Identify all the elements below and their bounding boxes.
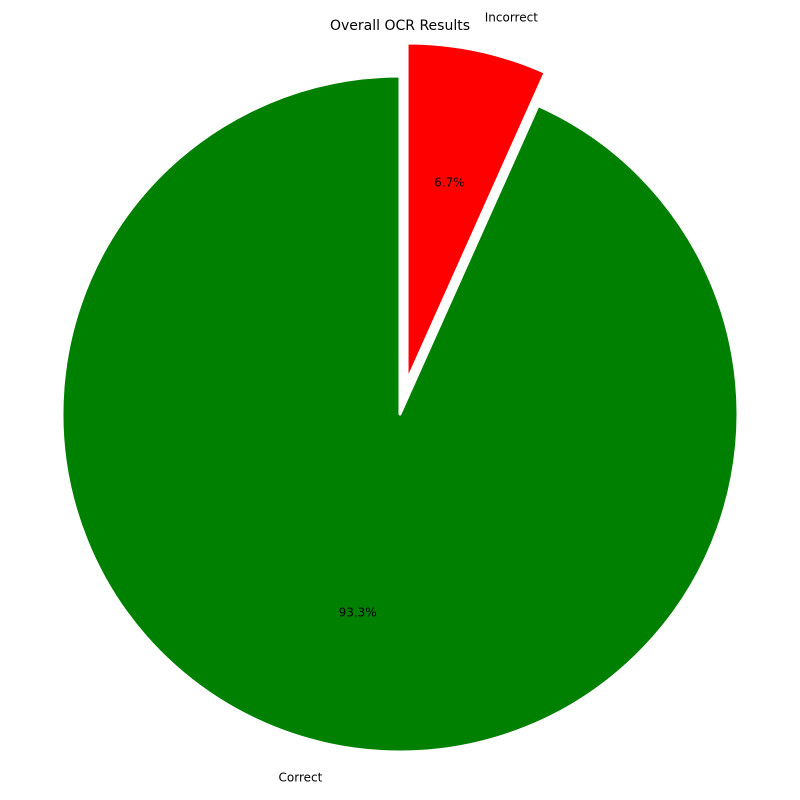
pie-slice-correct — [60, 74, 740, 754]
pie-slices — [60, 41, 740, 754]
slice-label-incorrect: Incorrect — [485, 10, 538, 24]
chart-title: Overall OCR Results — [330, 18, 470, 34]
pie-slice-incorrect — [405, 41, 547, 383]
pie-labels: Correct 93.3% Incorrect 6.7% — [279, 10, 539, 784]
slice-label-correct: Correct — [279, 771, 323, 785]
slice-percent-correct: 93.3% — [339, 605, 377, 619]
slice-percent-incorrect: 6.7% — [434, 176, 465, 190]
